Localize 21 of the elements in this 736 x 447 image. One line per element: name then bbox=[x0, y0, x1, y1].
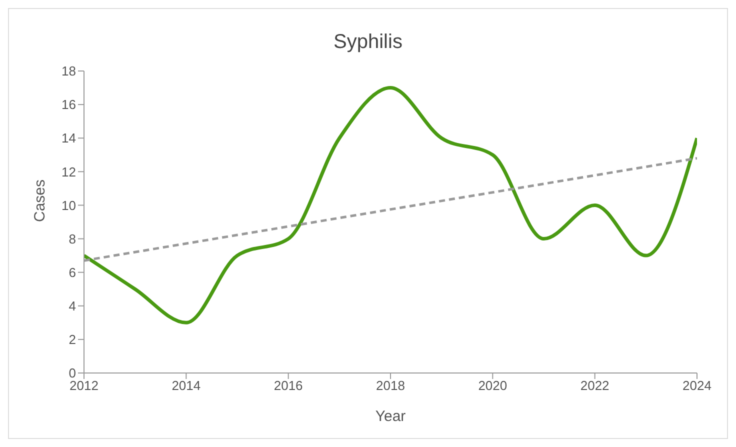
x-tick-label: 2018 bbox=[376, 378, 405, 394]
x-tick-label: 2022 bbox=[580, 378, 610, 394]
y-tick-label: 0 bbox=[68, 366, 76, 381]
x-axis-title: Year bbox=[375, 408, 406, 425]
x-tick-label: 2016 bbox=[274, 378, 303, 394]
y-tick-label: 6 bbox=[68, 264, 76, 280]
x-tick-label: 2014 bbox=[172, 378, 201, 394]
line-series bbox=[84, 86, 697, 324]
y-tick-label: 16 bbox=[62, 97, 76, 112]
y-tick-label: 12 bbox=[62, 164, 76, 180]
y-axis-title: Cases bbox=[31, 179, 48, 222]
x-tick-label: 2012 bbox=[70, 378, 98, 394]
y-tick-label: 10 bbox=[62, 198, 76, 213]
y-tick-label: 8 bbox=[68, 231, 76, 246]
chart-title: Syphilis bbox=[332, 30, 404, 55]
y-tick-label: 2 bbox=[68, 332, 76, 348]
x-tick-label: 2024 bbox=[682, 378, 712, 394]
y-tick-label: 18 bbox=[62, 64, 76, 79]
y-tick-label: 4 bbox=[68, 298, 76, 314]
y-tick-label: 14 bbox=[62, 130, 76, 146]
x-tick-label: 2020 bbox=[478, 378, 508, 394]
